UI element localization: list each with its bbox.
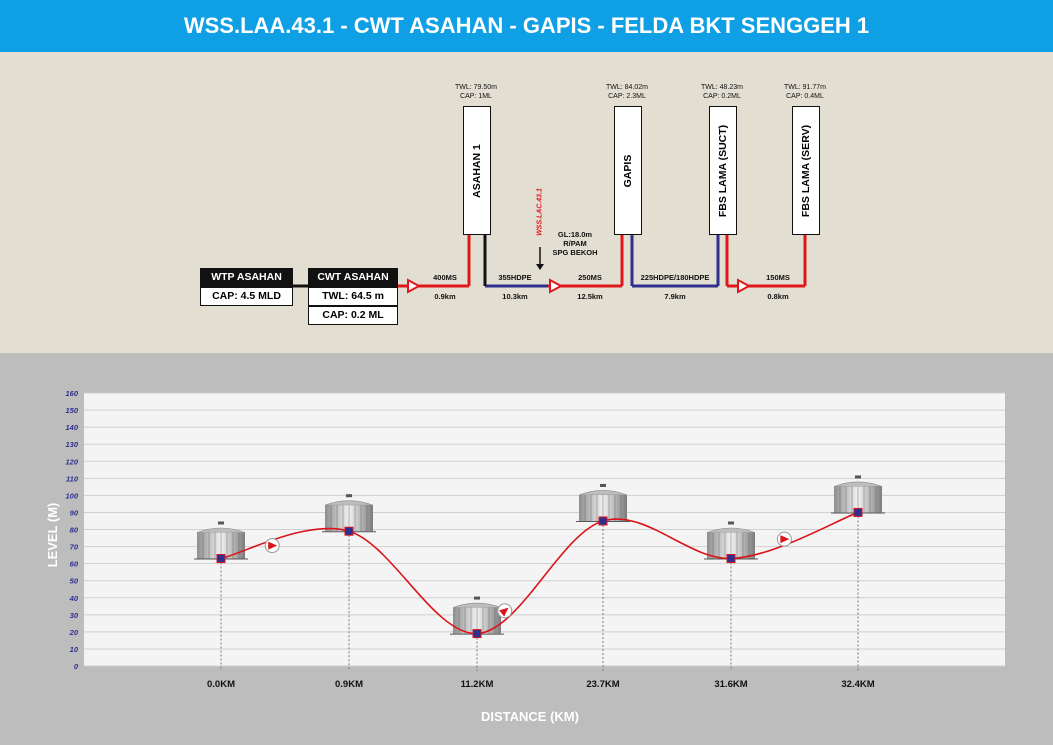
grid-lines [84, 392, 1005, 667]
pump-ground-level: GL:18.0m [557, 230, 593, 239]
schematic-panel: WTP ASAHAN CAP: 4.5 MLD CWT ASAHAN TWL: … [0, 52, 1053, 353]
tank-info: TWL: 91.77m CAP: 0.4ML [760, 83, 850, 101]
y-tick-label: 90 [70, 508, 79, 517]
level-point [853, 507, 863, 517]
level-point [726, 554, 736, 564]
pipe-length: 10.3km [502, 292, 528, 301]
pipe-spec: 355HDPE [498, 273, 532, 282]
pipe-spec: 400MS [433, 273, 457, 282]
x-tick-label: 31.6KM [714, 679, 747, 690]
page-title: WSS.LAA.43.1 - CWT ASAHAN - GAPIS - FELD… [0, 0, 1053, 52]
y-tick-label: 30 [70, 611, 79, 620]
reservoir-tank: FBS LAMA (SUCT) [709, 106, 737, 235]
pipe-spec: 150MS [766, 273, 790, 282]
level-points [216, 507, 863, 639]
tank-info: TWL: 79.50m CAP: 1ML [431, 83, 521, 101]
tank-name: GAPIS [622, 154, 634, 187]
y-tick-label: 120 [65, 457, 78, 466]
flow-arrow-icon [549, 278, 564, 294]
y-tick-label: 110 [66, 474, 79, 483]
pump-icon [264, 538, 280, 554]
flow-arrow-icon [737, 278, 752, 294]
level-point [344, 526, 354, 536]
y-tick-label: 130 [65, 440, 78, 449]
level-point [598, 516, 608, 526]
tank-name: FBS LAMA (SERV) [800, 124, 812, 217]
pump-icon [497, 603, 513, 619]
x-tick-label: 32.4KM [841, 679, 874, 690]
tank-twl: TWL: 84.02m [605, 84, 648, 91]
level-series-line [220, 511, 859, 635]
cwt-name: CWT ASAHAN [308, 268, 398, 287]
pump-type: R/PAM [563, 239, 587, 248]
reservoir-tank: GAPIS [614, 106, 642, 235]
pipe-length: 0.8km [767, 292, 789, 301]
y-tick-label: 40 [69, 594, 79, 603]
y-tick-label: 140 [65, 423, 78, 432]
tank-twl: TWL: 48.23m [700, 84, 743, 91]
y-tick-label: 0 [74, 662, 79, 671]
level-profile-chart: 0 10 20 30 40 50 60 70 80 90 100 110 120 130 140 150 160… [45, 389, 1005, 724]
x-axis-ticks: 0.0KM 0.9KM 11.2KM 23.7KM 31.6KM 32.4KM [207, 679, 875, 690]
tank-twl: TWL: 79.50m [454, 84, 497, 91]
y-tick-label: 10 [70, 645, 79, 654]
tank-capacity: CAP: 2.3ML [608, 93, 646, 100]
pipe-length: 12.5km [577, 292, 603, 301]
tank-info: TWL: 84.02m CAP: 2.3ML [582, 83, 672, 101]
y-axis-ticks: 0 10 20 30 40 50 60 70 80 90 100 110 120 130 140 150 160 [65, 389, 78, 671]
x-tick-label: 23.7KM [586, 679, 619, 690]
pump-icons [264, 531, 792, 619]
tank-capacity: CAP: 0.2ML [703, 93, 741, 100]
cwt-twl: TWL: 64.5 m [308, 287, 398, 306]
reservoir-tank: FBS LAMA (SERV) [792, 106, 820, 235]
y-tick-label: 70 [70, 543, 79, 552]
pipeline-lines [293, 234, 807, 294]
pipe-spec: 250MS [578, 273, 602, 282]
pipe-spec: 225HDPE/180HDPE [640, 273, 710, 282]
y-tick-label: 60 [70, 560, 79, 569]
profile-panel: 0 10 20 30 40 50 60 70 80 90 100 110 120 130 140 150 160… [0, 353, 1053, 745]
reservoir-tank: ASAHAN 1 [463, 106, 491, 235]
wtp-name: WTP ASAHAN [200, 268, 293, 287]
branch-label: WSS.LAC.43.1 [536, 188, 544, 236]
y-tick-label: 80 [70, 526, 79, 535]
level-point [472, 629, 482, 639]
pipe-length: 0.9km [434, 292, 456, 301]
storage-tank-icon [576, 483, 630, 522]
y-tick-label: 160 [65, 389, 78, 398]
y-tick-label: 150 [65, 406, 78, 415]
wtp-capacity: CAP: 4.5 MLD [200, 287, 293, 306]
tank-name: FBS LAMA (SUCT) [717, 124, 729, 217]
level-point [216, 554, 226, 564]
x-tick-label: 0.0KM [207, 679, 235, 690]
pump-station-label: GL:18.0m R/PAM SPG BEKOH [545, 230, 605, 257]
pump-site: SPG BEKOH [552, 248, 598, 257]
wtp-box: WTP ASAHAN CAP: 4.5 MLD [200, 268, 293, 306]
x-tick-label: 11.2KM [461, 679, 494, 690]
tank-name: ASAHAN 1 [471, 143, 483, 198]
y-tick-label: 50 [70, 577, 79, 586]
y-axis-label: LEVEL (M) [45, 503, 60, 568]
cwt-capacity: CAP: 0.2 ML [308, 306, 398, 325]
pump-icon [776, 531, 792, 547]
pipe-length: 7.9km [664, 292, 686, 301]
y-tick-label: 20 [69, 628, 79, 637]
cwt-box: CWT ASAHAN TWL: 64.5 m CAP: 0.2 ML [308, 268, 398, 325]
tank-capacity: CAP: 0.4ML [786, 93, 824, 100]
distance-guides [220, 512, 859, 671]
x-axis-label: DISTANCE (KM) [481, 709, 579, 724]
tank-twl: TWL: 91.77m [783, 84, 826, 91]
y-tick-label: 100 [65, 491, 78, 500]
tank-capacity: CAP: 1ML [460, 93, 492, 100]
x-tick-label: 0.9KM [335, 679, 363, 690]
tank-info: TWL: 48.23m CAP: 0.2ML [677, 83, 767, 101]
flow-arrow-icon [407, 278, 422, 294]
pump-pointer-head [536, 264, 544, 270]
